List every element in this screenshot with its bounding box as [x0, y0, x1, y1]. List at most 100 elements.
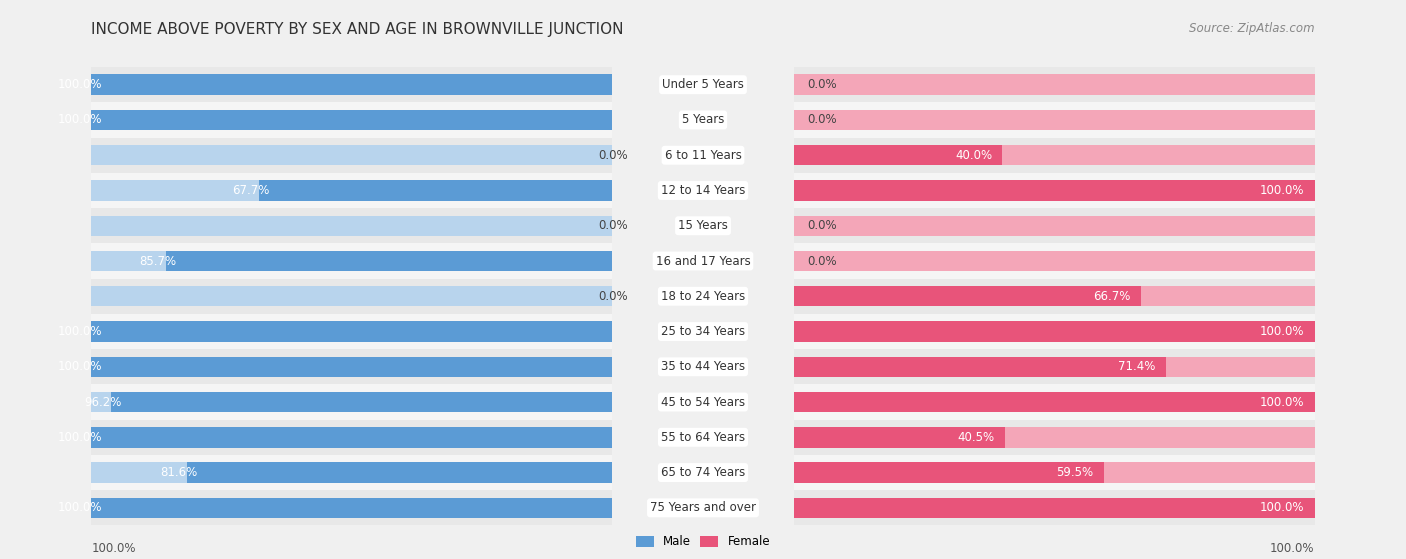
Text: 67.7%: 67.7% [232, 184, 270, 197]
Text: 40.5%: 40.5% [957, 431, 994, 444]
Bar [794, 498, 1315, 518]
Text: 100.0%: 100.0% [58, 431, 101, 444]
Text: 100.0%: 100.0% [58, 325, 101, 338]
Bar [166, 251, 612, 271]
Bar [794, 74, 1315, 95]
Bar [794, 286, 1315, 306]
Bar [91, 67, 612, 102]
Text: Under 5 Years: Under 5 Years [662, 78, 744, 91]
Bar [91, 102, 612, 138]
Bar [794, 102, 1315, 138]
Text: 12 to 14 Years: 12 to 14 Years [661, 184, 745, 197]
Text: 0.0%: 0.0% [807, 78, 837, 91]
Bar [91, 420, 612, 455]
Bar [91, 498, 612, 518]
Text: 0.0%: 0.0% [807, 254, 837, 268]
Text: 100.0%: 100.0% [58, 78, 101, 91]
Bar [794, 243, 1315, 278]
Bar [91, 321, 612, 342]
Bar [794, 321, 1315, 342]
Text: 100.0%: 100.0% [58, 113, 101, 126]
Bar [794, 490, 1315, 525]
Text: 6 to 11 Years: 6 to 11 Years [665, 149, 741, 162]
Bar [794, 427, 1315, 448]
Text: 25 to 34 Years: 25 to 34 Years [661, 325, 745, 338]
Bar [794, 427, 1005, 448]
Bar [794, 216, 1315, 236]
Bar [794, 420, 1315, 455]
Text: 75 Years and over: 75 Years and over [650, 501, 756, 514]
Bar [794, 462, 1104, 483]
Legend: Male, Female: Male, Female [631, 530, 775, 553]
Bar [794, 462, 1315, 483]
Bar [91, 110, 612, 130]
Bar [794, 321, 1315, 342]
Bar [91, 278, 612, 314]
Bar [794, 138, 1315, 173]
Bar [91, 180, 612, 201]
Bar [794, 67, 1315, 102]
Bar [91, 74, 612, 95]
Bar [91, 357, 612, 377]
Text: 16 and 17 Years: 16 and 17 Years [655, 254, 751, 268]
Bar [91, 490, 612, 525]
Bar [794, 145, 1002, 165]
Text: 40.0%: 40.0% [955, 149, 993, 162]
Text: 100.0%: 100.0% [1270, 542, 1315, 555]
Text: 18 to 24 Years: 18 to 24 Years [661, 290, 745, 303]
Text: 100.0%: 100.0% [1260, 184, 1305, 197]
Text: 59.5%: 59.5% [1056, 466, 1094, 479]
Text: 55 to 64 Years: 55 to 64 Years [661, 431, 745, 444]
Bar [794, 180, 1315, 201]
Bar [794, 286, 1142, 306]
Text: 65 to 74 Years: 65 to 74 Years [661, 466, 745, 479]
Bar [91, 243, 612, 278]
Text: 15 Years: 15 Years [678, 219, 728, 232]
Bar [91, 216, 612, 236]
Bar [794, 357, 1166, 377]
Bar [91, 145, 612, 165]
Text: 0.0%: 0.0% [807, 113, 837, 126]
Text: 100.0%: 100.0% [1260, 501, 1305, 514]
Bar [794, 349, 1315, 385]
Bar [794, 455, 1315, 490]
Bar [794, 314, 1315, 349]
Bar [91, 455, 612, 490]
Bar [187, 462, 612, 483]
Bar [794, 180, 1315, 201]
Text: 66.7%: 66.7% [1094, 290, 1130, 303]
Text: 0.0%: 0.0% [599, 149, 628, 162]
Bar [794, 173, 1315, 208]
Bar [794, 392, 1315, 413]
Text: 85.7%: 85.7% [139, 254, 176, 268]
Text: 100.0%: 100.0% [91, 542, 136, 555]
Bar [794, 498, 1315, 518]
Bar [91, 314, 612, 349]
Text: INCOME ABOVE POVERTY BY SEX AND AGE IN BROWNVILLE JUNCTION: INCOME ABOVE POVERTY BY SEX AND AGE IN B… [91, 22, 624, 37]
Bar [91, 138, 612, 173]
Bar [794, 145, 1315, 165]
Bar [794, 278, 1315, 314]
Bar [794, 110, 1315, 130]
Text: 96.2%: 96.2% [84, 396, 121, 409]
Bar [91, 251, 612, 271]
Bar [794, 208, 1315, 243]
Text: 100.0%: 100.0% [1260, 325, 1305, 338]
Bar [91, 349, 612, 385]
Bar [91, 385, 612, 420]
Bar [794, 251, 1315, 271]
Text: 5 Years: 5 Years [682, 113, 724, 126]
Bar [91, 427, 612, 448]
Text: Source: ZipAtlas.com: Source: ZipAtlas.com [1189, 22, 1315, 35]
Bar [91, 427, 612, 448]
Bar [91, 110, 612, 130]
Text: 71.4%: 71.4% [1118, 361, 1156, 373]
Bar [91, 74, 612, 95]
Text: 100.0%: 100.0% [58, 501, 101, 514]
Bar [91, 321, 612, 342]
Bar [794, 357, 1315, 377]
Bar [91, 286, 612, 306]
Bar [794, 392, 1315, 413]
Bar [91, 173, 612, 208]
Bar [91, 357, 612, 377]
